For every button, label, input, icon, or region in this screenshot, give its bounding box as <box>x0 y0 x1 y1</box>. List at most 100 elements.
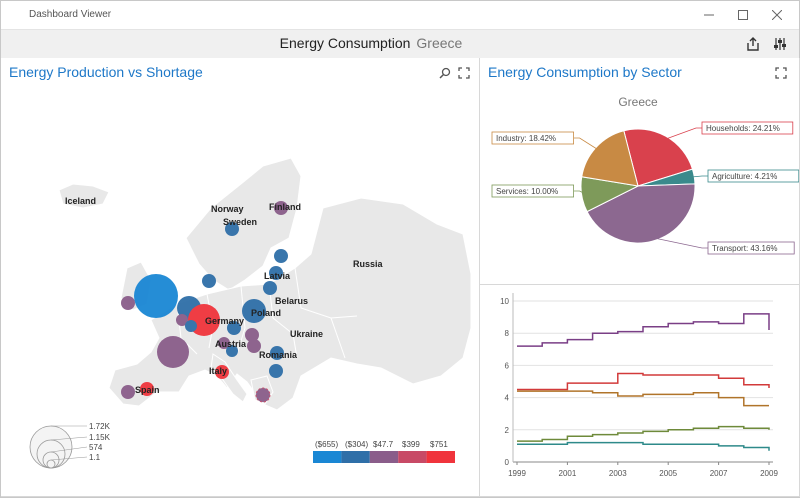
map-panel: Energy Production vs Shortage <box>1 58 480 497</box>
pie-label-box <box>701 121 794 135</box>
pie-label: Industry: 18.42% <box>496 134 556 143</box>
bubble-slovenia <box>226 345 238 357</box>
size-legend-labels: 1.72K 1.15K 574 1.1 <box>89 422 111 462</box>
label-ukraine: Ukraine <box>290 329 323 339</box>
parameters-button[interactable] <box>771 35 789 53</box>
dashboard-title: Energy Consumption Greece <box>1 35 741 51</box>
label-romania: Romania <box>259 350 298 360</box>
x-tick-label: 2009 <box>760 469 778 478</box>
size-legend-label-1: 1.15K <box>89 433 111 442</box>
bubble-hungary <box>247 339 261 353</box>
pie-label-box <box>707 241 795 255</box>
country-labels: Iceland Norway Sweden Finland Russia Lat… <box>65 196 384 395</box>
line-gridlines <box>512 293 773 463</box>
minimize-button[interactable] <box>695 5 723 25</box>
y-tick-label: 8 <box>505 329 510 338</box>
pie-label-leader <box>651 236 708 249</box>
bubble-czech <box>227 321 241 335</box>
close-button[interactable] <box>763 5 791 25</box>
bubble-portugal <box>121 385 135 399</box>
pie-label-box <box>707 169 799 183</box>
x-tick-label: 2005 <box>659 469 677 478</box>
color-legend <box>313 451 455 463</box>
color-legend-label-1: ($304) <box>345 440 368 449</box>
label-finland: Finland <box>269 202 301 212</box>
bubble-latvia <box>269 266 283 280</box>
pie-label-box <box>491 131 574 145</box>
window-title: Dashboard Viewer <box>29 9 112 20</box>
maximize-button[interactable] <box>729 5 757 25</box>
bubble-belgium <box>176 314 188 326</box>
land-scandinavia <box>185 157 302 291</box>
land-iceland <box>58 183 110 209</box>
pie-slice[interactable] <box>581 130 639 187</box>
pie-label-leader <box>663 127 702 141</box>
dashboard-subtitle: Greece <box>416 35 463 51</box>
x-tick-label: 2003 <box>609 469 627 478</box>
label-latvia: Latvia <box>264 271 291 281</box>
color-legend-label-0: ($655) <box>315 440 338 449</box>
pie-label-leader <box>690 175 708 178</box>
size-legend-leaders <box>50 425 88 461</box>
pie-label-leader <box>573 137 600 151</box>
bubble-spain <box>140 382 154 396</box>
fullscreen-icon <box>775 67 787 79</box>
bubble-luxembourg <box>185 320 197 332</box>
pie-label: Households: 24.21% <box>706 124 780 133</box>
line-series-path[interactable] <box>517 313 770 347</box>
map-panel-title: Energy Production vs Shortage <box>9 64 203 80</box>
pie-label: Transport: 43.16% <box>712 244 778 253</box>
dashboard-title-text: Energy Consumption <box>279 35 411 51</box>
pie-labels: Households: 24.21% Agriculture: 4.21% Tran… <box>491 121 799 255</box>
color-legend-swatch-0 <box>313 451 342 463</box>
export-button[interactable] <box>744 35 762 53</box>
bubble-romania <box>270 346 284 360</box>
maximize-icon <box>738 10 748 20</box>
label-sweden: Sweden <box>223 217 257 227</box>
line-series-path[interactable] <box>517 372 770 391</box>
pie-maximize-button[interactable] <box>774 66 788 80</box>
label-belarus: Belarus <box>275 296 308 306</box>
pie-chart-title: Greece <box>618 95 658 109</box>
color-legend-labels: ($655) ($304) $47.7 $399 $751 <box>315 440 448 449</box>
line-y-tick-labels: 0 2 4 6 8 10 <box>500 297 509 467</box>
bubble-bulgaria <box>269 364 283 378</box>
pie-label: Agriculture: 4.21% <box>712 172 777 181</box>
x-tick-label: 1999 <box>508 469 526 478</box>
land-mainland <box>108 197 472 411</box>
bubble-greece <box>255 387 271 403</box>
pie-slice[interactable] <box>586 183 696 244</box>
y-tick-label: 0 <box>505 458 510 467</box>
label-italy: Italy <box>209 366 227 376</box>
bubble-ireland <box>121 296 135 310</box>
pie-slice[interactable] <box>623 128 694 187</box>
x-tick-label: 2001 <box>559 469 577 478</box>
europe-map: Iceland Norway Sweden Finland Russia Lat… <box>29 157 472 469</box>
color-legend-swatch-3 <box>398 451 427 463</box>
line-series-path[interactable] <box>517 441 770 451</box>
sliders-icon <box>774 38 786 50</box>
pie-chart: Greece Households: 24.21% Agriculture: 4.… <box>491 95 799 255</box>
map-maximize-button[interactable] <box>457 66 471 80</box>
bubble-slovakia <box>245 328 259 342</box>
dashboard-header: Energy Consumption Greece <box>1 29 799 59</box>
export-icon <box>747 37 759 51</box>
minimize-icon <box>704 14 714 16</box>
label-spain: Spain <box>135 385 160 395</box>
line-chart: 0 2 4 6 8 10 1999 2001 2003 2005 2007 2009 <box>500 293 778 478</box>
line-series-path[interactable] <box>517 425 770 442</box>
map-zoom-button[interactable] <box>438 66 452 80</box>
label-norway: Norway <box>211 204 244 214</box>
label-iceland: Iceland <box>65 196 96 206</box>
y-tick-label: 2 <box>505 426 510 435</box>
size-legend-label-2: 574 <box>89 443 103 452</box>
line-series-path[interactable] <box>517 390 769 407</box>
pie-label: Services: 10.00% <box>496 187 558 196</box>
title-bar: Dashboard Viewer <box>1 1 799 29</box>
color-legend-swatch-1 <box>341 451 370 463</box>
line-panel: 0 2 4 6 8 10 1999 2001 2003 2005 2007 2009 <box>480 285 800 497</box>
line-x-tick-labels: 1999 2001 2003 2005 2007 2009 <box>508 462 778 478</box>
size-legend-label-3: 1.1 <box>89 453 101 462</box>
pie-panel-title: Energy Consumption by Sector <box>488 64 682 80</box>
